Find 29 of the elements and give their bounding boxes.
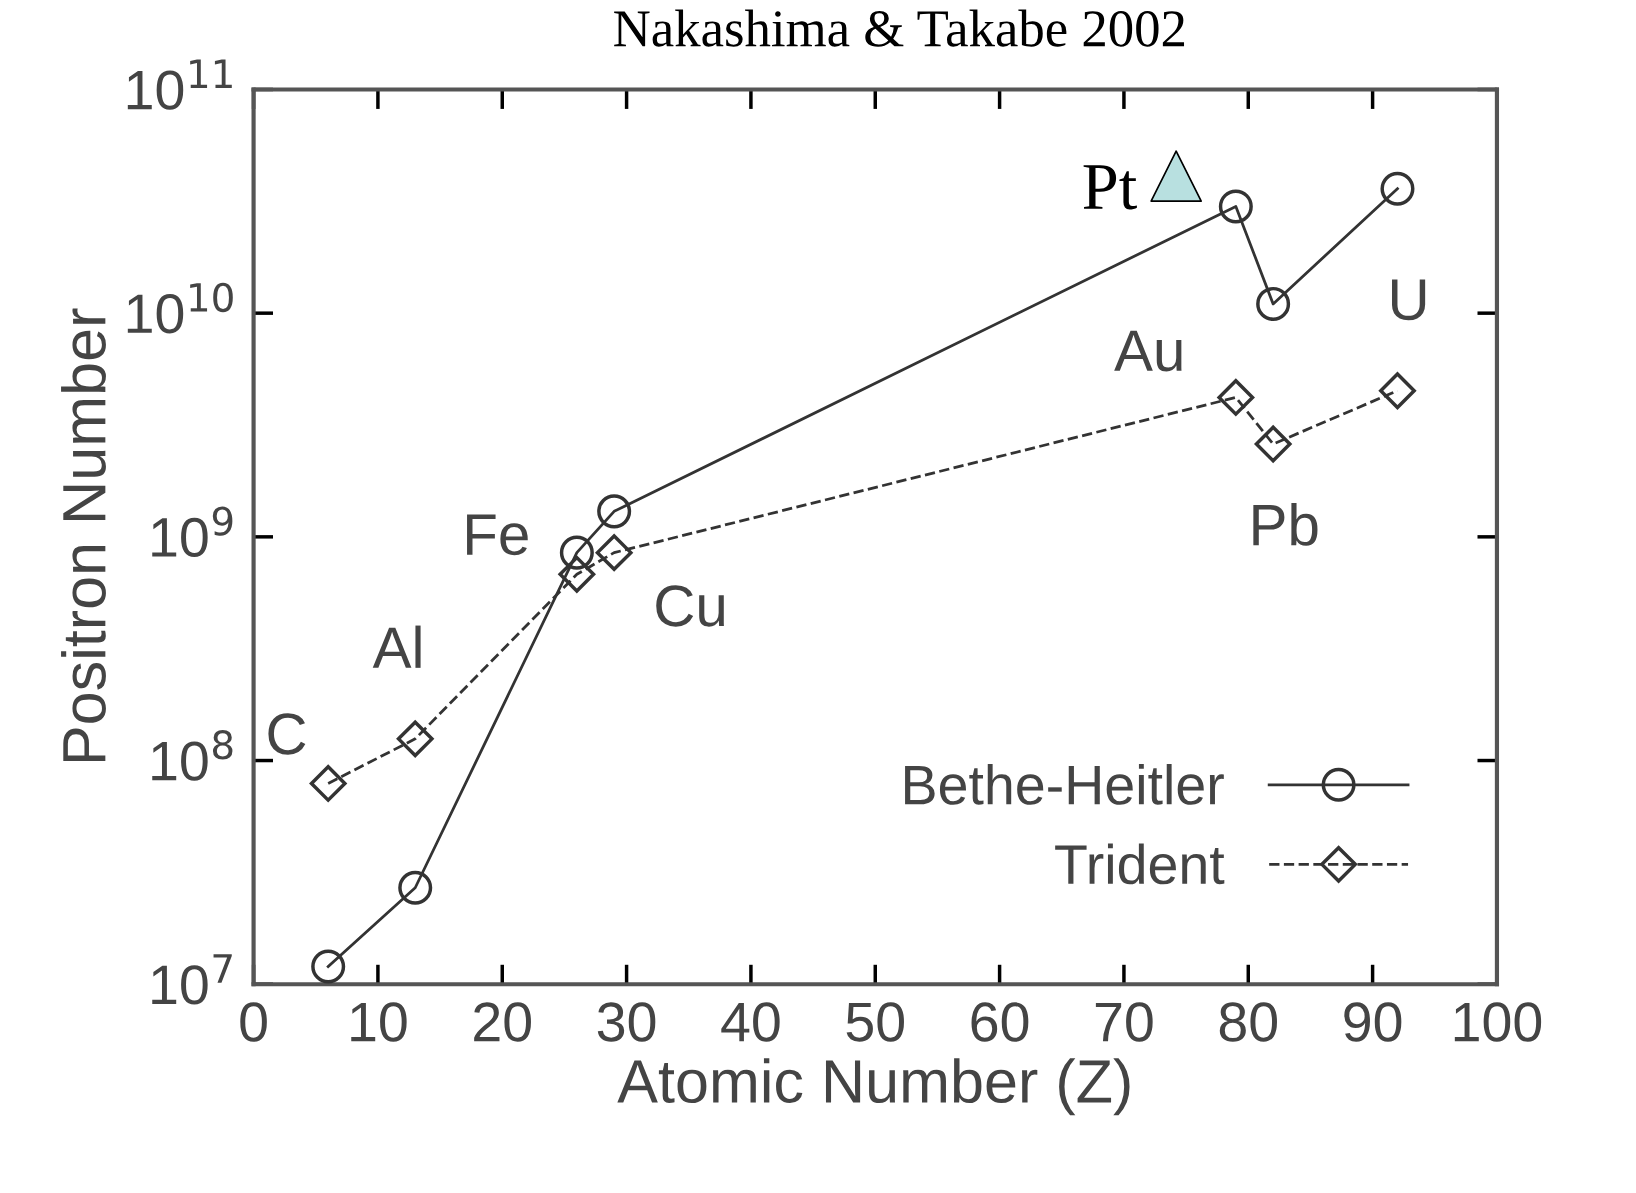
y-tick-label: 10$^{10}$ bbox=[127, 282, 233, 334]
x-tick-label: 30 bbox=[597, 1002, 656, 1042]
x-tick-label: 90 bbox=[1344, 1002, 1402, 1042]
x-tick-label: 10 bbox=[351, 1002, 407, 1042]
x-tick-label: 50 bbox=[846, 1002, 904, 1042]
x-tick-label: 20 bbox=[474, 1002, 531, 1042]
y-tick-label: 10$^{7}$ bbox=[152, 954, 232, 1005]
x-tick-label: 0 bbox=[240, 1002, 267, 1042]
annotation: Al bbox=[372, 625, 421, 668]
chart-title: Nakashima & Takabe 2002 bbox=[614, 9, 1185, 47]
annotation: U bbox=[1392, 279, 1426, 321]
annotation: Au bbox=[1114, 330, 1182, 372]
y-tick-label: 10$^{9}$ bbox=[152, 506, 233, 558]
x-tick-label: 100 bbox=[1454, 1002, 1542, 1042]
x-tick-label: 40 bbox=[721, 1002, 780, 1042]
y-tick-label: 10$^{8}$ bbox=[152, 730, 233, 781]
x-axis-title: Atomic Number (Z) bbox=[617, 1058, 1130, 1116]
y-tick-label: 10$^{11}$ bbox=[127, 59, 232, 110]
x-tick-label: 80 bbox=[1219, 1002, 1277, 1042]
legend-label: Bethe-Heitler bbox=[905, 763, 1224, 805]
annotation: Fe bbox=[467, 514, 528, 556]
x-tick-label: 70 bbox=[1095, 1002, 1153, 1042]
annotation: C bbox=[268, 713, 306, 755]
annotation: Pt bbox=[1083, 165, 1137, 210]
y-axis-title: Positron Number bbox=[61, 308, 106, 762]
annotation: Pb bbox=[1253, 502, 1318, 546]
legend-label: Trident bbox=[1055, 843, 1225, 885]
annotation: Cu bbox=[656, 585, 724, 627]
x-tick-label: 60 bbox=[971, 1002, 1029, 1042]
